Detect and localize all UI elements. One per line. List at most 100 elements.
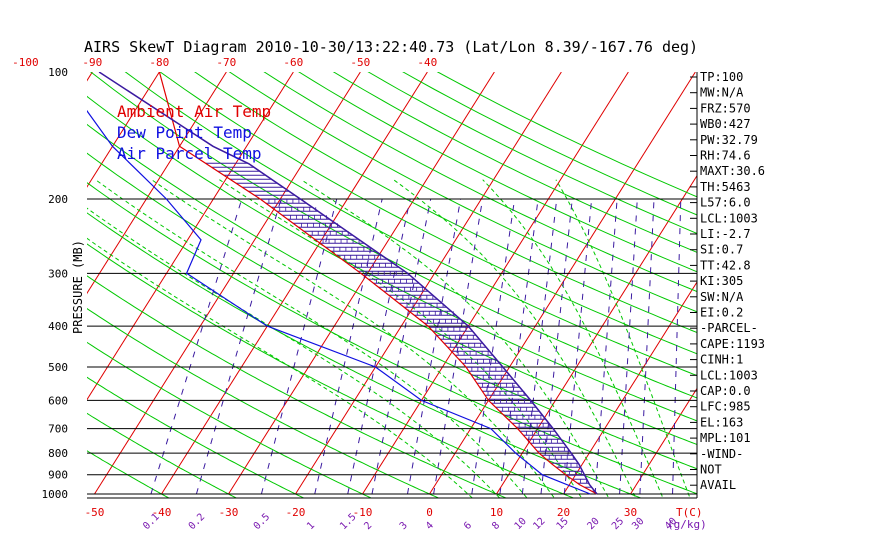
isotherm-line xyxy=(295,72,562,495)
moist-adiabat-line xyxy=(95,179,528,498)
dry-adiabat-line xyxy=(87,182,697,495)
index-label: AVAIL xyxy=(700,478,736,492)
dry-adiabat-line xyxy=(87,376,305,498)
legend: Ambient Air Temp Dew Point Temp Air Parc… xyxy=(117,102,271,163)
bottom-temp-tick-label: 20 xyxy=(557,506,570,519)
isobar-lines xyxy=(87,198,697,499)
dry-adiabat-line xyxy=(87,450,170,498)
index-label: CAPE:1193 xyxy=(700,337,765,351)
index-label: EL:163 xyxy=(700,415,743,429)
temperature-profile-line xyxy=(158,72,598,495)
bottom-temp-tick-label: -50 xyxy=(85,506,105,519)
pressure-axis-labels: 1000 900 800 700 600 500 400 300 200 100 xyxy=(42,66,69,501)
mixing-ratio-line xyxy=(594,198,618,495)
moist-adiabat-line xyxy=(482,179,664,498)
dry-adiabat-line xyxy=(87,341,373,498)
mixing-ratio-line xyxy=(540,198,573,495)
top-temp-tick-label: -90 xyxy=(82,56,102,69)
index-label: TH:5463 xyxy=(700,180,751,194)
index-label: TT:42.8 xyxy=(700,258,751,272)
top-temperature-labels: -120-110-100-90-80-70-60-50-40 xyxy=(12,56,437,69)
bottom-temperature-labels: -50 -40 -30 -20 -10 0 10 20 30 T(C) xyxy=(85,506,703,519)
mixing-unit-label: (g/kg) xyxy=(667,518,707,531)
dry-adiabat-line xyxy=(87,123,697,446)
mixing-ratio-line xyxy=(471,198,516,495)
mixing-ratio-line xyxy=(347,198,411,495)
pressure-tick-label: 700 xyxy=(48,423,68,436)
index-label: TP:100 xyxy=(700,70,743,84)
top-temp-tick-label: -100 xyxy=(12,56,39,69)
index-label: NOT xyxy=(700,463,722,477)
dewpoint-profile-line xyxy=(87,109,591,495)
pressure-tick-label: 900 xyxy=(48,469,68,482)
mixing-ratio-line xyxy=(563,198,593,495)
index-label: MPL:101 xyxy=(700,431,751,445)
dry-adiabat-line xyxy=(87,412,238,498)
dry-adiabat-line xyxy=(159,72,697,355)
isotherm-line xyxy=(563,281,697,495)
index-label: -WIND- xyxy=(700,447,743,461)
isotherm-line xyxy=(87,72,227,295)
moist-adiabat-line xyxy=(555,179,691,498)
dry-adiabat-line xyxy=(263,72,697,293)
sounding-profiles xyxy=(87,72,598,495)
pressure-tick-label: 100 xyxy=(48,66,68,79)
bottom-temp-tick-label: 30 xyxy=(624,506,637,519)
index-label: EI:0.2 xyxy=(700,306,743,320)
index-label: WB0:427 xyxy=(700,117,751,131)
mixing-ratio-line xyxy=(521,198,558,495)
pressure-tick-label: 500 xyxy=(48,361,68,374)
index-label: SW:N/A xyxy=(700,290,744,304)
mixing-ratio-line xyxy=(371,198,432,495)
isotherm-line xyxy=(94,72,361,495)
pressure-tick-label: 400 xyxy=(48,320,68,333)
index-label: LI:-2.7 xyxy=(700,227,751,241)
bottom-temp-tick-label: -40 xyxy=(152,506,172,519)
isotherm-line xyxy=(87,72,294,401)
mixing-ratio-line xyxy=(619,199,638,495)
pressure-tick-label: 1000 xyxy=(42,488,69,501)
index-label: CINH:1 xyxy=(700,353,743,367)
index-label: CAP:0.0 xyxy=(700,384,751,398)
pressure-axis-label: PRESSURE (MB) xyxy=(71,240,85,334)
mixing-ratio-line xyxy=(499,198,539,495)
index-label: RH:74.6 xyxy=(700,149,751,163)
moist-adiabat-line xyxy=(151,179,555,498)
index-label: KI:305 xyxy=(700,274,743,288)
dry-adiabat-line xyxy=(87,212,643,498)
t-unit-label: T(C) xyxy=(676,506,703,519)
bottom-temp-tick-label: -30 xyxy=(219,506,239,519)
parcel-profile-line xyxy=(98,72,598,495)
bottom-temp-tick-label: 0 xyxy=(426,506,433,519)
index-label: SI:0.7 xyxy=(700,243,743,257)
index-label: -PARCEL- xyxy=(700,321,758,335)
index-label: LCL:1003 xyxy=(700,368,758,382)
chart-title: AIRS SkewT Diagram 2010-10-30/13:22:40.7… xyxy=(84,38,698,56)
dry-adiabat-line xyxy=(124,72,697,377)
mixing-ratio-line xyxy=(672,199,682,495)
pressure-tick-label: 200 xyxy=(48,193,68,206)
dry-adiabat-line xyxy=(87,275,508,498)
index-label: PW:32.79 xyxy=(700,133,758,147)
legend-dew-point-temp: Dew Point Temp xyxy=(117,123,252,142)
top-temp-tick-label: -70 xyxy=(216,56,236,69)
moist-adiabat-line xyxy=(393,179,637,498)
bottom-temp-tick-label: -10 xyxy=(353,506,373,519)
legend-ambient-air-temp: Ambient Air Temp xyxy=(117,102,271,121)
top-temp-tick-label: -40 xyxy=(417,56,437,69)
dry-adiabat-line xyxy=(87,152,697,470)
dry-adiabat-line xyxy=(87,95,697,422)
dry-adiabat-line xyxy=(228,72,697,313)
bottom-temp-tick-label: 10 xyxy=(490,506,503,519)
grid-lines xyxy=(87,72,697,498)
index-label: MAXT:30.6 xyxy=(700,164,765,178)
dry-adiabat-line xyxy=(194,72,697,334)
top-temp-tick-label: -60 xyxy=(283,56,303,69)
mixing-ratio-line xyxy=(406,198,462,495)
isotherm-line xyxy=(362,72,629,495)
top-temp-tick-label: -50 xyxy=(350,56,370,69)
mixing-ratio-line xyxy=(639,199,655,495)
mixing-ratio-line xyxy=(433,198,484,495)
